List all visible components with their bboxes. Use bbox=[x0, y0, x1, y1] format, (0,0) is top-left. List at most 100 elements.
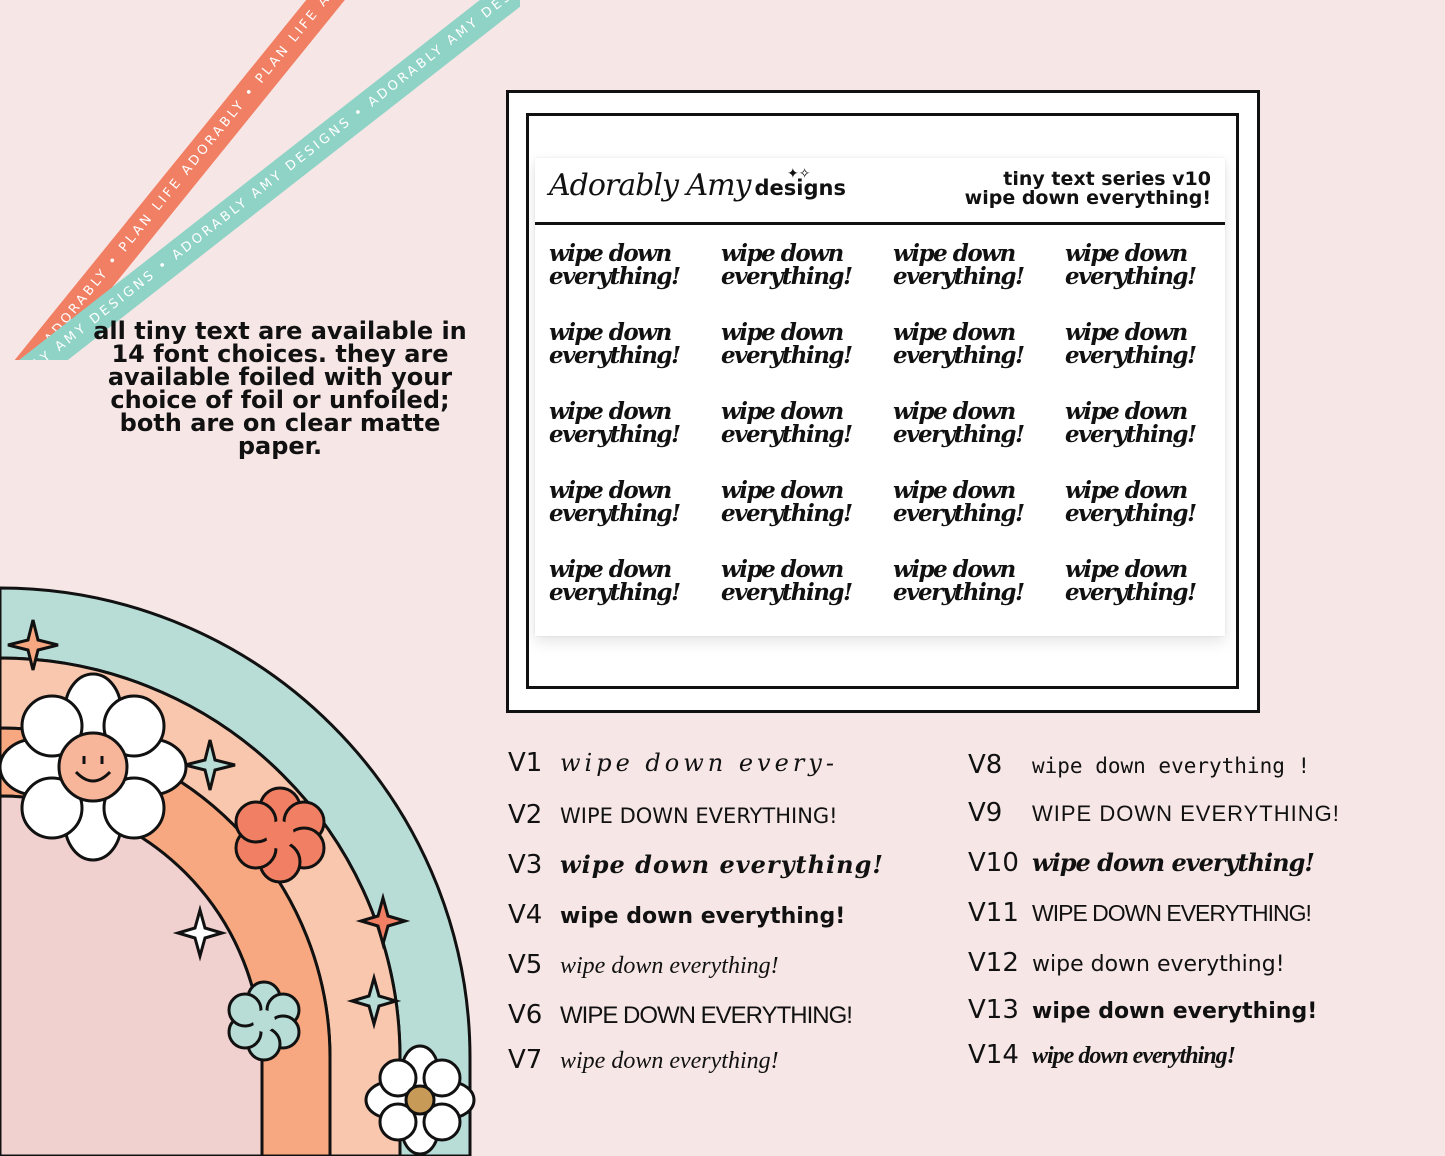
sparkle-peach-icon bbox=[7, 619, 59, 671]
sticker-line-1: wipe down bbox=[893, 240, 1016, 267]
sparkle-teal-icon bbox=[346, 972, 402, 1030]
sticker-line-2: everything! bbox=[893, 263, 1025, 290]
sticker: wipe down everything! bbox=[549, 321, 721, 367]
sticker-line-2: everything! bbox=[1065, 421, 1197, 448]
sticker-line-1: wipe down bbox=[1065, 477, 1188, 504]
font-option-row: V11 WIPE DOWN EVERYTHING! bbox=[968, 898, 1312, 928]
font-option-row: V3 wipe down everything! bbox=[508, 850, 884, 880]
sticker-line-2: everything! bbox=[1065, 342, 1197, 369]
brand-name: Adorably Amy bbox=[549, 168, 752, 203]
font-version-label: V10 bbox=[968, 848, 1019, 878]
sticker: wipe down everything! bbox=[549, 400, 721, 446]
sticker: wipe down everything! bbox=[721, 558, 893, 604]
sticker-line-1: wipe down bbox=[893, 398, 1016, 425]
sticker-line-2: everything! bbox=[1065, 263, 1197, 290]
sticker-line-2: everything! bbox=[549, 263, 681, 290]
sticker-line-2: everything! bbox=[721, 579, 853, 606]
sparkle-white-icon bbox=[172, 904, 228, 962]
font-version-label: V1 bbox=[508, 748, 543, 778]
font-version-label: V5 bbox=[508, 950, 543, 980]
product-card: Adorably Amy designs ✦✧ tiny text series … bbox=[506, 90, 1260, 713]
sticker: wipe down everything! bbox=[1065, 479, 1237, 525]
sticker: wipe down everything! bbox=[721, 479, 893, 525]
sticker: wipe down everything! bbox=[549, 479, 721, 525]
sticker: wipe down everything! bbox=[1065, 242, 1237, 288]
sheet-header: Adorably Amy designs ✦✧ tiny text series … bbox=[535, 158, 1225, 225]
font-option-row: V10 wipe down everything! bbox=[968, 848, 1315, 878]
sticker-line-2: everything! bbox=[721, 263, 853, 290]
sticker: wipe down everything! bbox=[893, 400, 1065, 446]
sticker: wipe down everything! bbox=[893, 321, 1065, 367]
sticker-line-1: wipe down bbox=[893, 477, 1016, 504]
font-option-row: V12 wipe down everything! bbox=[968, 948, 1285, 978]
sticker-line-2: everything! bbox=[1065, 500, 1197, 527]
sticker-line-2: everything! bbox=[549, 579, 681, 606]
sticker: wipe down everything! bbox=[549, 558, 721, 604]
sticker-line-1: wipe down bbox=[1065, 240, 1188, 267]
sparkle-mint-icon bbox=[184, 739, 236, 791]
font-sample-text: wipe down everything! bbox=[560, 904, 846, 929]
font-option-row: V6 WIPE DOWN EVERYTHING! bbox=[508, 1000, 853, 1030]
sticker-line-1: wipe down bbox=[549, 556, 672, 583]
sticker-line-2: everything! bbox=[549, 421, 681, 448]
font-sample-text: wipe down every- bbox=[560, 749, 838, 777]
font-sample-text: wipe down everything! bbox=[1032, 1043, 1236, 1069]
font-option-row: V4 wipe down everything! bbox=[508, 900, 845, 930]
font-version-label: V13 bbox=[968, 995, 1019, 1025]
sticker-line-2: everything! bbox=[893, 421, 1025, 448]
sticker-line-1: wipe down bbox=[1065, 556, 1188, 583]
font-sample-text: wipe down everything! bbox=[1032, 848, 1315, 877]
font-option-row: V1 wipe down every- bbox=[508, 748, 838, 778]
font-version-label: V6 bbox=[508, 1000, 543, 1030]
sticker-line-1: wipe down bbox=[549, 398, 672, 425]
brand-logo: Adorably Amy designs bbox=[549, 168, 846, 203]
font-version-label: V14 bbox=[968, 1040, 1019, 1070]
sticker-line-1: wipe down bbox=[721, 477, 844, 504]
sticker: wipe down everything! bbox=[721, 321, 893, 367]
sticker: wipe down everything! bbox=[1065, 558, 1237, 604]
daisy-flower-icon bbox=[364, 1044, 476, 1156]
font-option-row: V14 wipe down everything! bbox=[968, 1040, 1236, 1070]
font-option-row: V8 wipe down everything ! bbox=[968, 750, 1310, 780]
sticker-line-1: wipe down bbox=[549, 240, 672, 267]
sticker-line-1: wipe down bbox=[721, 556, 844, 583]
font-sample-text: wipe down everything ! bbox=[1032, 754, 1311, 778]
sticker-line-2: everything! bbox=[893, 579, 1025, 606]
product-card-inner: Adorably Amy designs ✦✧ tiny text series … bbox=[526, 113, 1239, 689]
mint-flower-icon bbox=[227, 980, 301, 1062]
font-sample-text: WIPE DOWN EVERYTHING! bbox=[560, 1002, 853, 1029]
sticker: wipe down everything! bbox=[893, 479, 1065, 525]
series-line-1: tiny text series v10 bbox=[1003, 168, 1211, 190]
sticker-line-2: everything! bbox=[1065, 579, 1197, 606]
sticker-grid: wipe down everything! wipe down everything!… bbox=[549, 242, 1221, 604]
font-sample-text: wipe down everything! bbox=[560, 953, 779, 979]
intro-text: all tiny text are available in 14 font c… bbox=[93, 317, 467, 460]
font-option-row: V13 wipe down everything! bbox=[968, 995, 1317, 1025]
font-sample-text: wipe down everything! bbox=[560, 1048, 779, 1074]
font-version-label: V12 bbox=[968, 948, 1019, 978]
sticker-line-1: wipe down bbox=[893, 556, 1016, 583]
sticker-line-2: everything! bbox=[549, 500, 681, 527]
font-version-label: V3 bbox=[508, 850, 543, 880]
font-version-label: V11 bbox=[968, 898, 1019, 928]
sparkle-coral-icon bbox=[355, 892, 411, 950]
sticker-line-2: everything! bbox=[721, 500, 853, 527]
sticker: wipe down everything! bbox=[549, 242, 721, 288]
coral-flower-icon bbox=[234, 786, 326, 884]
font-option-row: V5 wipe down everything! bbox=[508, 950, 779, 980]
font-sample-text: wipe down everything! bbox=[1032, 999, 1318, 1024]
font-option-row: V7 wipe down everything! bbox=[508, 1045, 779, 1075]
series-title: tiny text series v10 wipe down everythin… bbox=[965, 170, 1211, 208]
sticker: wipe down everything! bbox=[721, 400, 893, 446]
sticker-line-1: wipe down bbox=[721, 398, 844, 425]
sticker-line-2: everything! bbox=[721, 421, 853, 448]
sticker-line-1: wipe down bbox=[1065, 398, 1188, 425]
smiley-flower-icon bbox=[0, 672, 188, 862]
sticker-line-1: wipe down bbox=[549, 319, 672, 346]
sticker-line-2: everything! bbox=[549, 342, 681, 369]
sticker-line-2: everything! bbox=[893, 500, 1025, 527]
sticker-line-2: everything! bbox=[721, 342, 853, 369]
font-option-row: V2 WIPE DOWN EVERYTHING! bbox=[508, 800, 838, 830]
rainbow-illustration bbox=[0, 586, 476, 1156]
sticker: wipe down everything! bbox=[721, 242, 893, 288]
